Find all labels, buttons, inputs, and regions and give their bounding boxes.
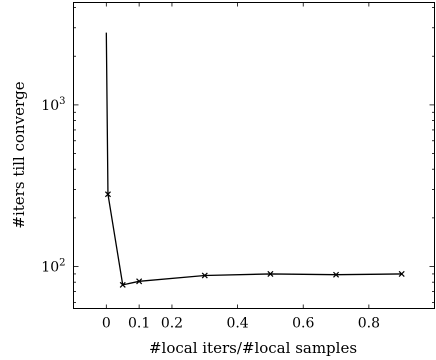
x-axis-ticks: 0 0.1 0.2 0.4 0.6 0.8 [102, 2, 380, 332]
x-axis-label: #local iters/#local samples [149, 339, 357, 357]
data-point-marker [136, 278, 143, 285]
y-axis-ticks: 102 103 [41, 7, 435, 303]
data-point-marker [104, 191, 111, 198]
data-point-marker [201, 272, 208, 279]
plot-frame [73, 2, 435, 309]
x-tick-label: 0.6 [292, 316, 314, 332]
x-tick-label: 0.2 [161, 316, 183, 332]
y-axis-label: #iters till converge [10, 81, 28, 228]
y-tick-label: 103 [41, 96, 65, 114]
data-point-marker [119, 281, 126, 288]
y-tick-label: 102 [41, 258, 65, 276]
x-tick-label: 0.8 [358, 316, 380, 332]
x-tick-label: 0.4 [226, 316, 248, 332]
x-tick-label: 0.1 [128, 316, 150, 332]
data-point-marker [267, 270, 274, 277]
data-point-marker [333, 271, 340, 278]
x-tick-label: 0 [102, 316, 111, 332]
series-layer [104, 32, 405, 288]
series-line [105, 32, 402, 286]
data-point-marker [398, 270, 405, 277]
